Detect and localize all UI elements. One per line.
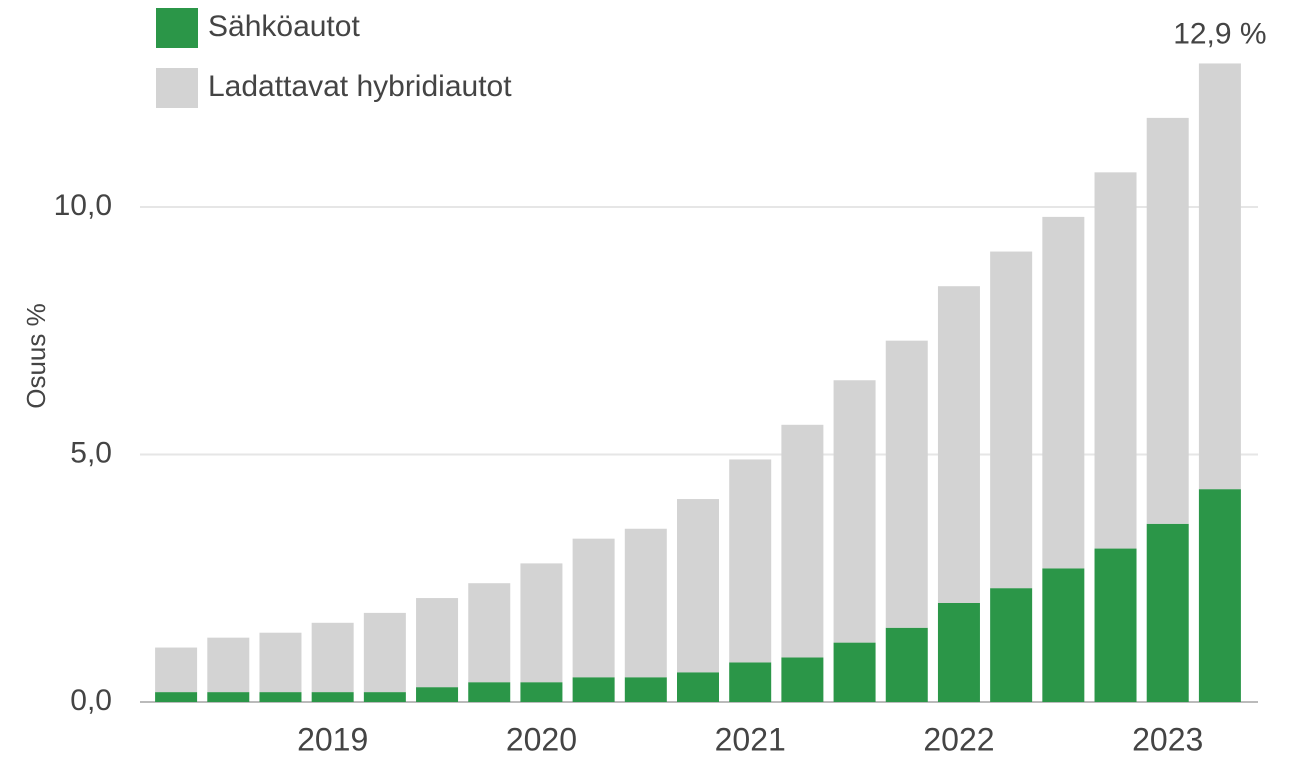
bar-segment bbox=[155, 647, 198, 693]
bar-segment bbox=[259, 632, 302, 693]
bar-segment bbox=[990, 251, 1033, 589]
bar-segment bbox=[833, 380, 876, 643]
x-tick-label: 2021 bbox=[715, 721, 786, 757]
bar-segment bbox=[624, 677, 667, 702]
bar-segment bbox=[468, 682, 511, 702]
y-tick-label: 0,0 bbox=[70, 684, 112, 717]
x-tick-label: 2019 bbox=[297, 721, 368, 757]
bar-segment bbox=[833, 642, 876, 702]
bar-segment bbox=[207, 637, 250, 693]
x-tick-label: 2020 bbox=[506, 721, 577, 757]
bar-segment bbox=[1094, 548, 1137, 702]
legend-swatch bbox=[156, 8, 198, 48]
bar-segment bbox=[520, 563, 563, 683]
bar-segment bbox=[416, 598, 459, 688]
bar-segment bbox=[1146, 117, 1189, 524]
y-tick-label: 10,0 bbox=[54, 189, 112, 222]
bar-segment bbox=[1198, 489, 1241, 702]
bar-segment bbox=[311, 692, 354, 702]
bar-segment bbox=[1042, 216, 1085, 569]
bar-segment bbox=[781, 424, 824, 658]
bar-segment bbox=[990, 588, 1033, 702]
bar-segment bbox=[1146, 523, 1189, 702]
bar-segment bbox=[624, 528, 667, 678]
bar-segment bbox=[937, 286, 980, 603]
bar-segment bbox=[677, 672, 719, 702]
bar-segment bbox=[468, 583, 511, 683]
bar-segment bbox=[416, 687, 459, 702]
x-tick-label: 2023 bbox=[1132, 721, 1203, 757]
legend-label: Ladattavat hybridiautot bbox=[208, 70, 512, 103]
bar-segment bbox=[259, 692, 302, 702]
bar-segment bbox=[729, 459, 772, 663]
bar-segment bbox=[207, 692, 250, 702]
bar-segment bbox=[1094, 172, 1137, 549]
bar-segment bbox=[311, 622, 354, 693]
bar-segment bbox=[937, 603, 980, 702]
bar-segment bbox=[155, 692, 198, 702]
x-tick-label: 2022 bbox=[923, 721, 994, 757]
bar-segment bbox=[363, 612, 406, 693]
legend-swatch bbox=[156, 68, 198, 108]
bar-segment bbox=[1198, 63, 1241, 490]
bar-segment bbox=[885, 340, 928, 628]
bar-segment bbox=[885, 627, 928, 702]
annotation: 12,9 % bbox=[1173, 17, 1266, 50]
bar-segment bbox=[572, 538, 615, 678]
bar-segment bbox=[781, 657, 824, 702]
bar-segment bbox=[1042, 568, 1085, 702]
bar-segment bbox=[729, 662, 772, 702]
bar-segment bbox=[677, 499, 719, 673]
bar-segment bbox=[572, 677, 615, 702]
legend-label: Sähköautot bbox=[208, 10, 360, 43]
y-axis-label: Osuus % bbox=[21, 303, 51, 409]
y-tick-label: 5,0 bbox=[70, 436, 112, 469]
bar-segment bbox=[520, 682, 563, 702]
bar-segment bbox=[363, 692, 406, 702]
